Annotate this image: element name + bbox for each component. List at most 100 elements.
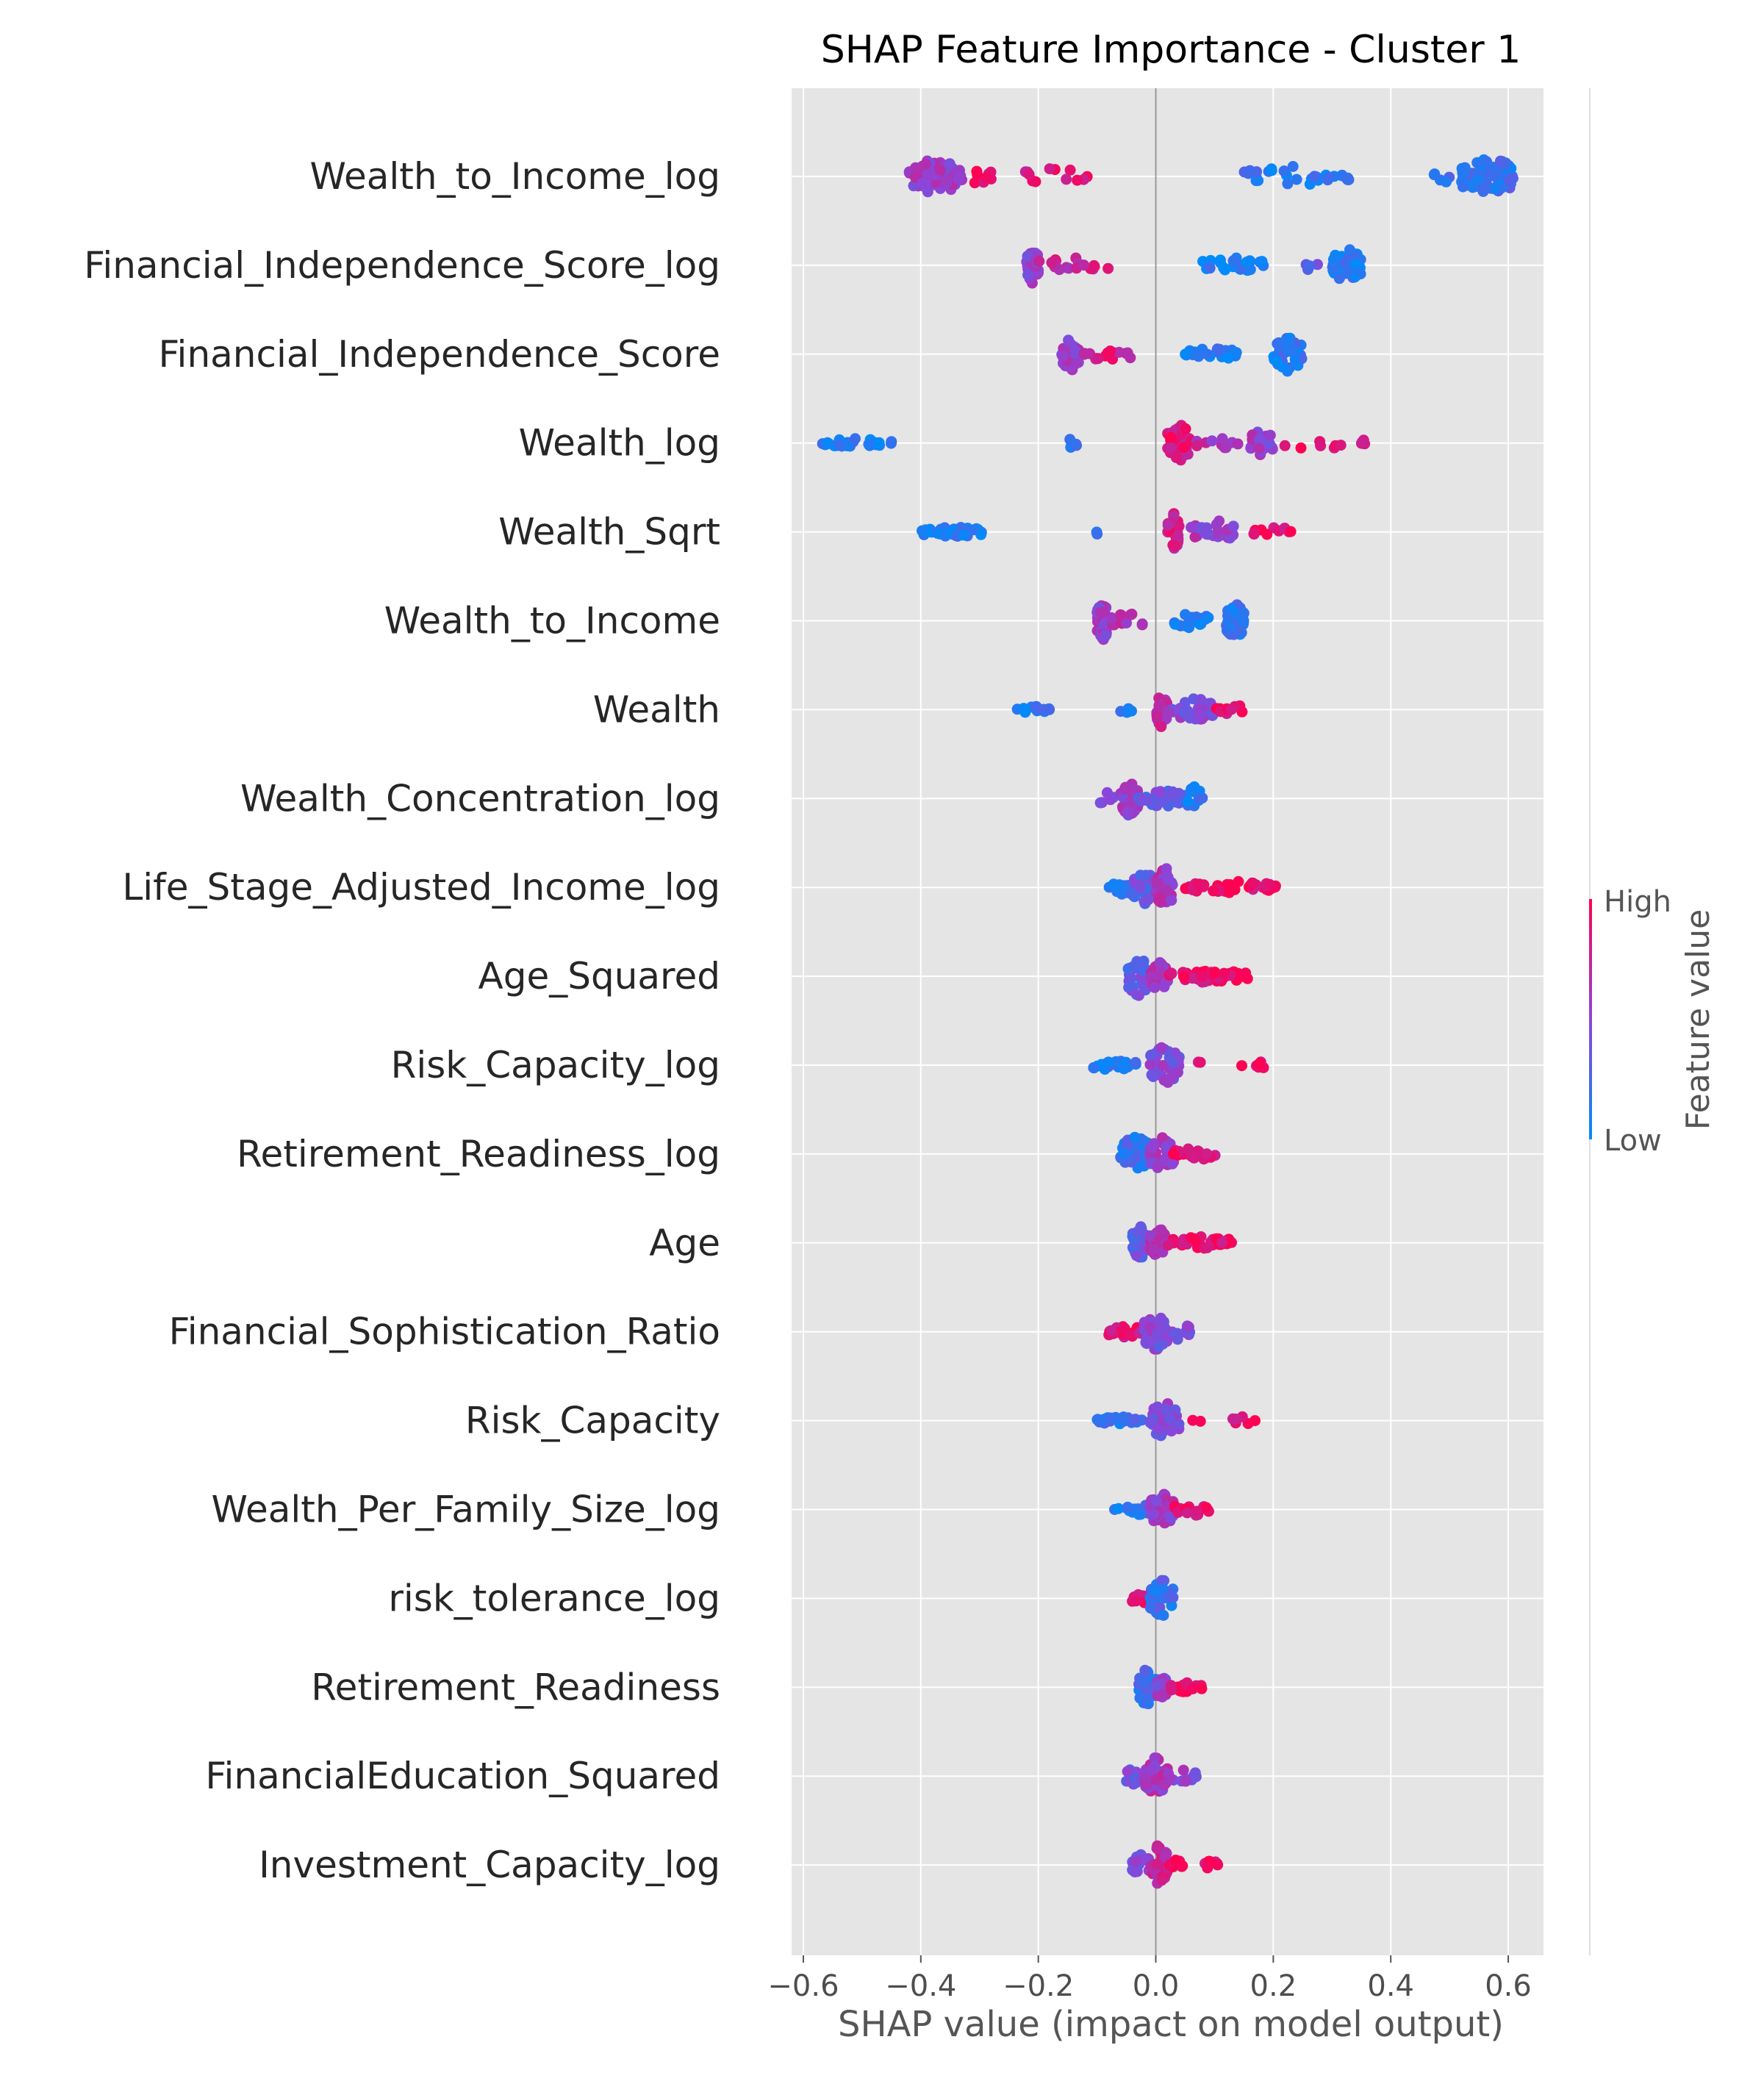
shap-point: [1191, 440, 1202, 451]
shap-point: [1165, 1072, 1177, 1084]
shap-point: [1467, 182, 1479, 193]
shap-point: [1165, 1053, 1176, 1064]
shap-point: [1105, 1412, 1116, 1424]
shap-point: [1487, 162, 1499, 173]
shap-point: [1286, 345, 1298, 357]
shap-point: [1161, 884, 1172, 896]
shap-point: [1120, 1056, 1132, 1068]
feature-label: Age_Squared: [478, 955, 720, 998]
x-tick-label: 0.0: [1133, 1969, 1180, 2003]
shap-point: [1152, 1161, 1164, 1173]
shap-point: [1180, 609, 1191, 620]
shap-point: [1196, 970, 1208, 982]
shap-point: [1153, 894, 1165, 906]
shap-point: [1261, 529, 1273, 540]
chart-title: SHAP Feature Importance - Cluster 1: [821, 28, 1521, 72]
shap-point: [1489, 183, 1501, 195]
shap-point: [1238, 969, 1250, 981]
shap-point: [885, 437, 897, 449]
shap-point: [1151, 1858, 1163, 1870]
shap-point: [1164, 1772, 1176, 1784]
shap-point: [1125, 706, 1136, 717]
shap-point: [1252, 175, 1264, 187]
shap-point: [1194, 709, 1205, 721]
shap-point: [1149, 981, 1161, 993]
shap-point: [1102, 262, 1114, 274]
shap-point: [1164, 707, 1175, 718]
shap-point: [1168, 1148, 1179, 1160]
shap-point: [1161, 1141, 1172, 1153]
shap-point: [917, 525, 928, 537]
shap-point: [1194, 618, 1206, 630]
shap-point: [1227, 255, 1239, 267]
shap-point: [1155, 720, 1167, 732]
feature-label: Financial_Sophistication_Ratio: [169, 1311, 720, 1353]
shap-point: [1145, 1049, 1157, 1061]
shap-point: [1495, 155, 1506, 167]
shap-point: [1457, 167, 1469, 179]
shap-point: [1253, 443, 1265, 454]
shap-point: [1194, 1056, 1206, 1068]
shap-point: [1138, 1676, 1150, 1688]
shap-point: [1278, 165, 1290, 177]
shap-point: [1185, 786, 1197, 798]
shap-point: [1353, 267, 1365, 279]
shap-point: [958, 529, 969, 541]
shap-point: [917, 177, 928, 189]
shap-point: [1193, 351, 1205, 362]
shap-point: [1130, 1056, 1141, 1068]
shap-point: [1308, 171, 1320, 182]
shap-point: [1145, 1764, 1157, 1776]
shap-point: [1166, 1425, 1177, 1437]
feature-label: Financial_Independence_Score: [158, 333, 720, 376]
shap-point: [1177, 1860, 1188, 1872]
shap-point: [1184, 712, 1196, 724]
shap-point: [1247, 878, 1259, 889]
shap-point: [1233, 624, 1244, 636]
shap-point: [1155, 1042, 1167, 1053]
shap-point: [1165, 1680, 1177, 1691]
shap-point: [1151, 1680, 1163, 1691]
shap-point: [1158, 1610, 1169, 1621]
shap-point: [1078, 259, 1089, 271]
x-tick-label: −0.6: [767, 1969, 839, 2003]
shap-point: [1046, 257, 1058, 268]
shap-point: [1457, 181, 1469, 193]
shap-point: [919, 158, 931, 170]
shap-point: [1177, 1764, 1189, 1776]
shap-point: [1173, 798, 1185, 809]
shap-point: [1144, 1230, 1156, 1242]
shap-point: [1168, 1328, 1180, 1339]
shap-point: [1113, 1503, 1125, 1514]
shap-point: [1139, 1664, 1151, 1676]
shap-point: [1322, 174, 1333, 186]
shap-point: [1146, 1069, 1158, 1081]
shap-point: [1161, 863, 1172, 875]
shap-point: [1166, 895, 1177, 906]
shap-point: [1151, 1496, 1163, 1508]
shap-point: [1032, 704, 1044, 715]
shap-point: [1227, 520, 1239, 532]
x-tick-label: 0.6: [1485, 1969, 1532, 2003]
shap-point: [1130, 1856, 1141, 1868]
shap-point: [1092, 353, 1104, 365]
shap-point: [1230, 1414, 1241, 1425]
shap-point: [1140, 870, 1152, 881]
shap-point: [1230, 347, 1242, 359]
shap-point: [1072, 174, 1083, 186]
shap-point: [1162, 1239, 1174, 1251]
shap-point: [1190, 1771, 1202, 1783]
shap-point: [1183, 1143, 1194, 1155]
shap-point: [1256, 256, 1268, 268]
shap-point: [1177, 971, 1189, 982]
feature-label: Retirement_Readiness: [311, 1666, 720, 1708]
shap-point: [1173, 520, 1185, 532]
shap-point: [1153, 1424, 1165, 1436]
shap-point: [1335, 440, 1347, 451]
feature-labels: Wealth_to_Income_log Financial_Independen…: [84, 155, 720, 1886]
shap-point: [1233, 875, 1244, 887]
shap-point: [1184, 617, 1196, 629]
shap-point: [1223, 612, 1234, 623]
shap-point: [1134, 881, 1146, 893]
shap-point: [1125, 797, 1136, 809]
